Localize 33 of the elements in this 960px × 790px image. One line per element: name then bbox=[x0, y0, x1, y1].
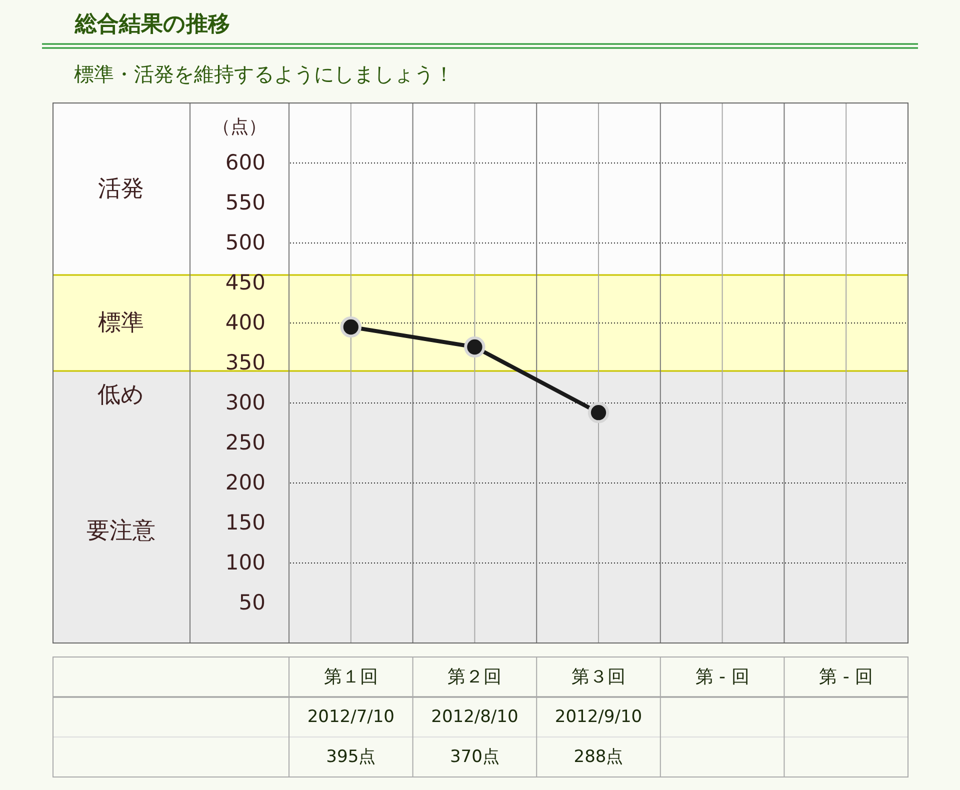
y-tick-label: 150 bbox=[225, 510, 266, 534]
y-tick-label: 450 bbox=[225, 270, 266, 294]
y-tick-label: 400 bbox=[225, 310, 266, 334]
y-tick-label: 200 bbox=[225, 470, 266, 494]
x-tick-label: 第 - 回 bbox=[695, 666, 750, 688]
band-label: 要注意 bbox=[86, 518, 156, 544]
x-tick-label: 第 - 回 bbox=[819, 666, 874, 688]
text: 2012/7/10 bbox=[307, 707, 394, 727]
data-label: 395点 bbox=[326, 747, 376, 767]
band-label: 活発 bbox=[98, 176, 144, 202]
x-tick-label: 第１回 bbox=[324, 666, 378, 688]
point bbox=[464, 336, 486, 358]
y-tick-label: 600 bbox=[225, 150, 266, 174]
data-label: 370点 bbox=[450, 747, 500, 767]
point bbox=[588, 402, 610, 424]
y-axis-title: （点） bbox=[212, 116, 266, 138]
chart-subtitle: 標準・活発を維持するようにしましょう！ bbox=[74, 62, 454, 86]
text: 2012/9/10 bbox=[554, 707, 642, 727]
x-tick-label: 第３回 bbox=[572, 666, 626, 688]
y-tick-label: 50 bbox=[238, 590, 266, 614]
chart-title: 総合結果の推移 bbox=[74, 12, 230, 37]
data-label: 288点 bbox=[574, 747, 624, 767]
y-tick-label: 250 bbox=[225, 430, 266, 454]
y-tick-label: 550 bbox=[225, 190, 266, 214]
y-tick-label: 100 bbox=[225, 550, 266, 574]
point bbox=[340, 316, 362, 338]
text: 2012/8/10 bbox=[431, 707, 518, 727]
y-tick-label: 350 bbox=[225, 350, 266, 374]
band-label: 低め bbox=[98, 382, 144, 408]
band-label: 標準 bbox=[98, 310, 144, 336]
y-tick-label: 500 bbox=[225, 230, 266, 254]
x-tick-label: 第２回 bbox=[448, 666, 502, 688]
y-tick-label: 300 bbox=[225, 390, 266, 414]
